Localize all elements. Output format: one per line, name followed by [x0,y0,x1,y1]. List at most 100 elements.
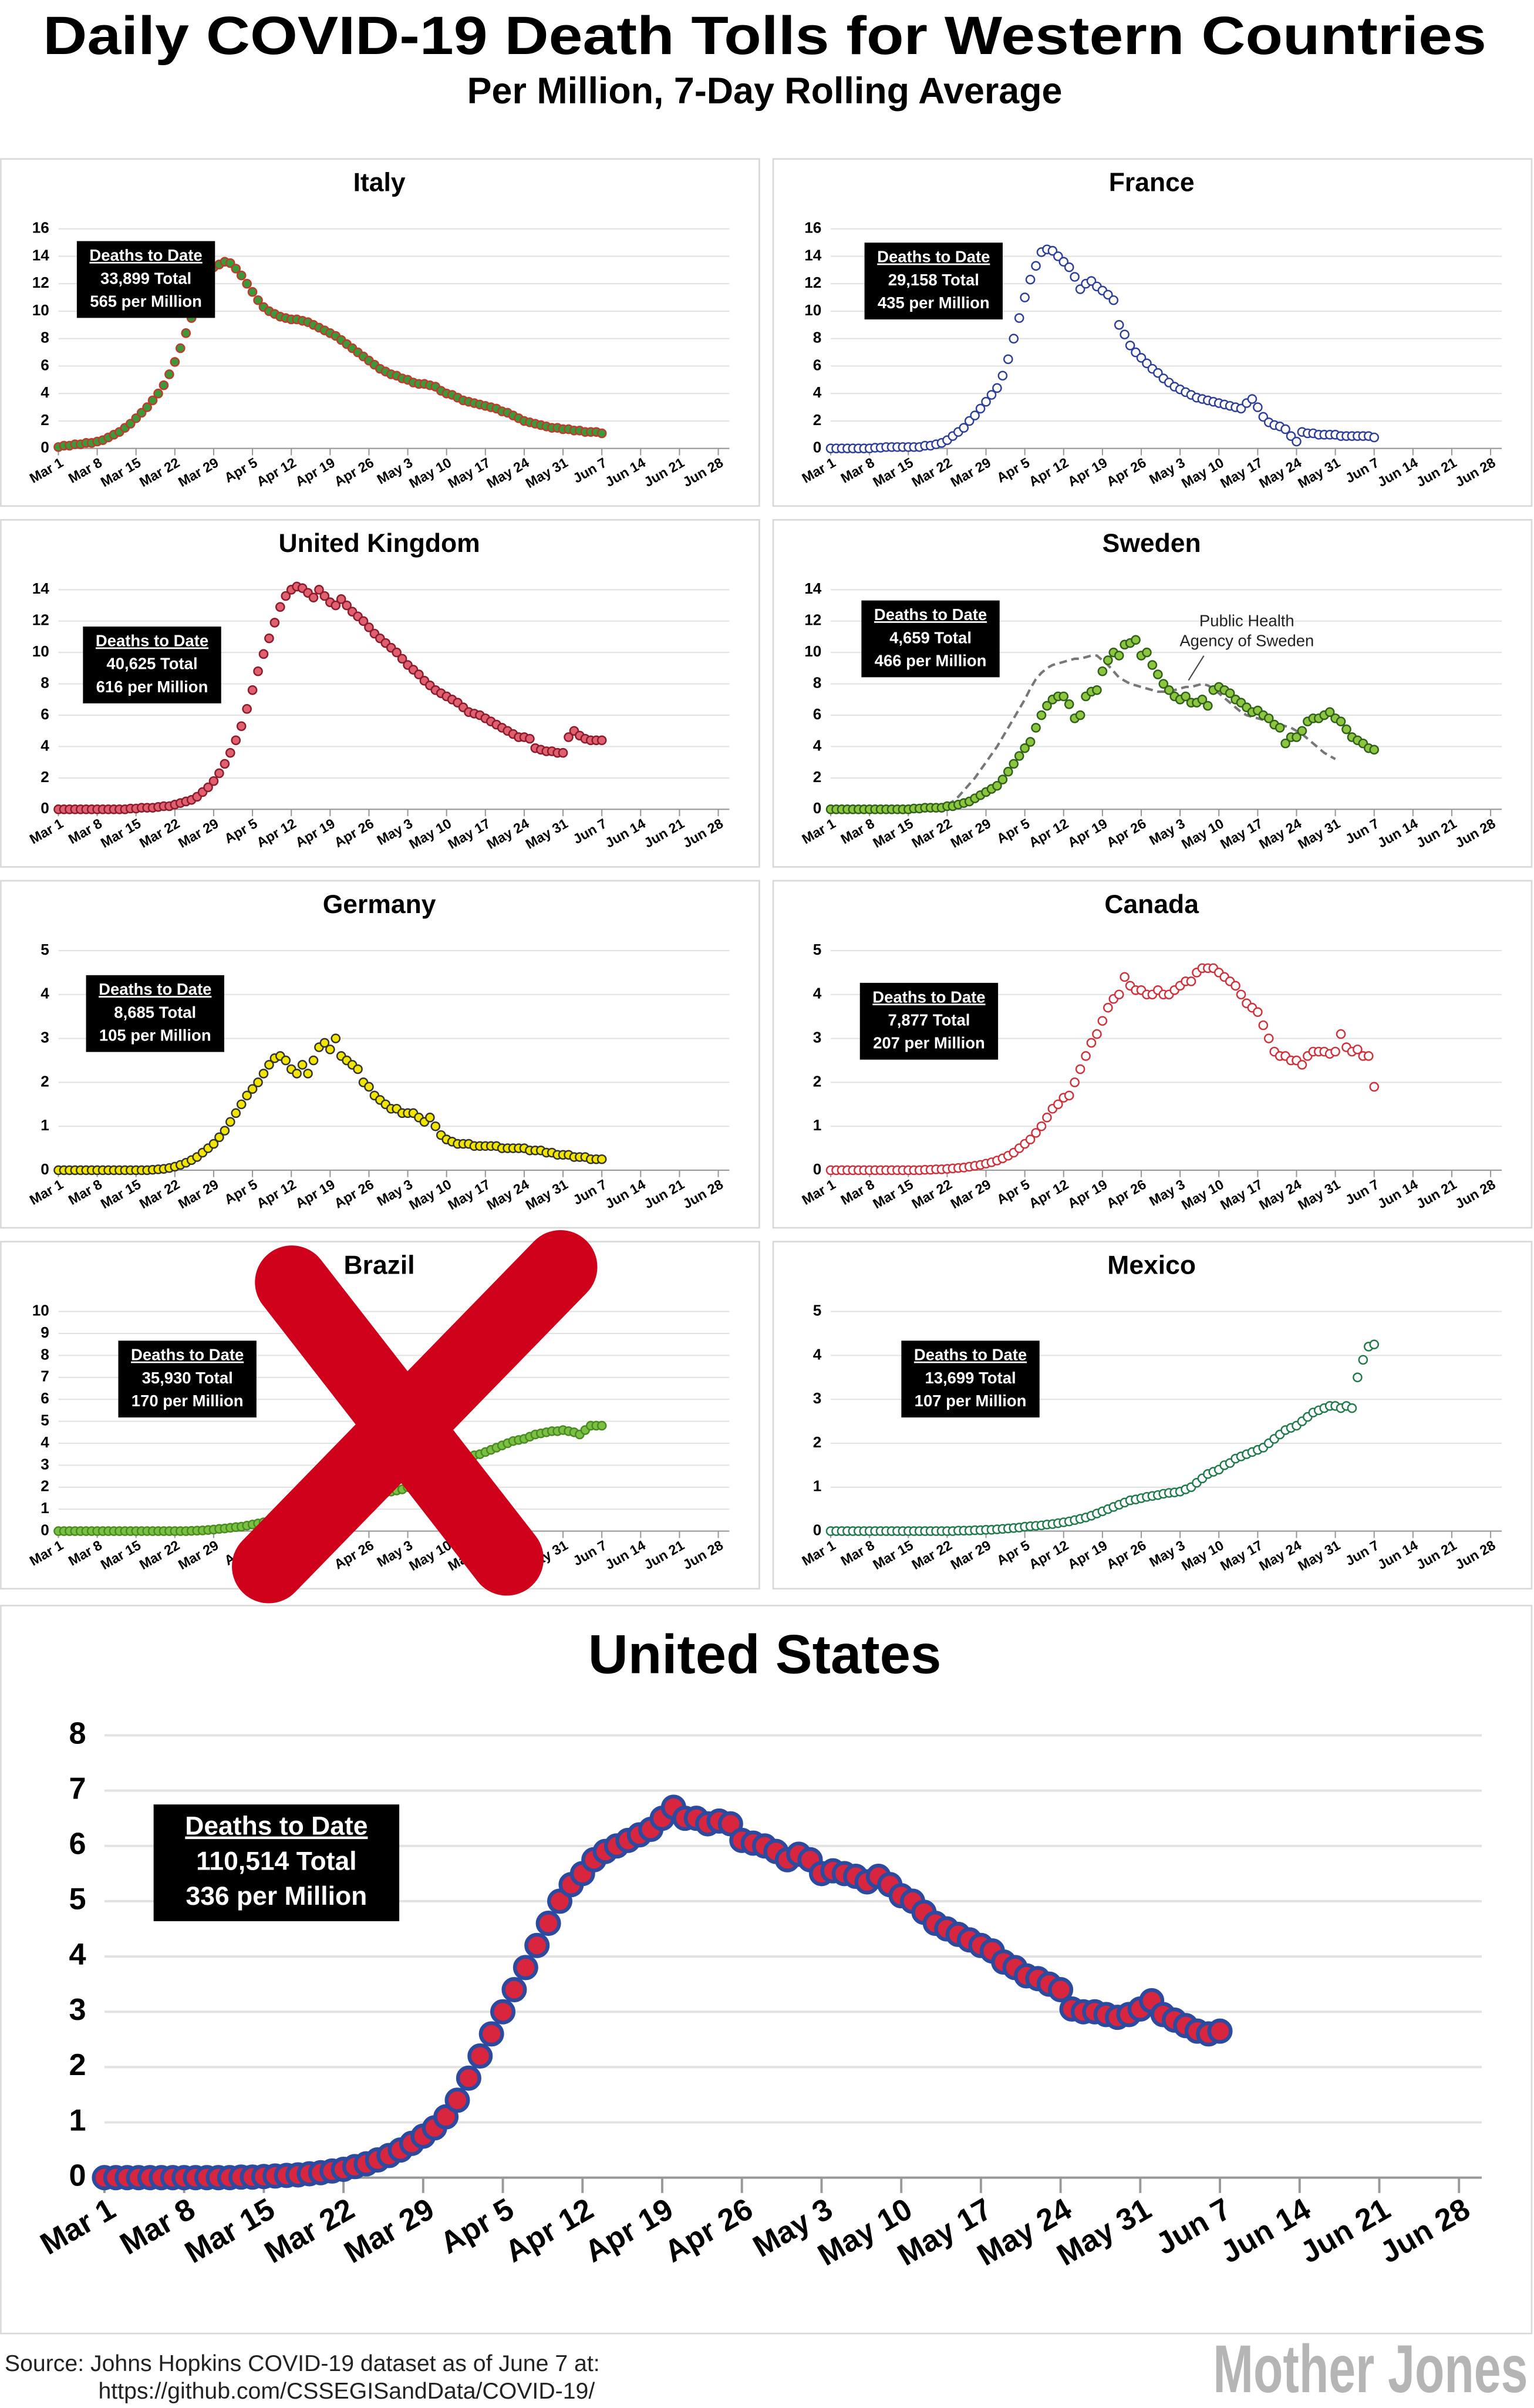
data-point [1369,432,1380,443]
y-tick-label: 6 [41,1389,49,1407]
y-tick-label: 1 [41,1116,49,1134]
data-point [1258,1020,1269,1030]
data-point [1158,679,1169,689]
cross-stroke [232,1230,598,1604]
logo: Mother Jones [1213,2332,1528,2407]
data-point [308,592,319,602]
data-point [1164,685,1174,695]
annotation-text: 35,930 Total [142,1369,233,1387]
data-point [1353,1044,1363,1055]
data-point [1097,666,1108,676]
data-point [1070,1077,1080,1087]
annotation-text: Deaths to Date [872,988,985,1006]
data-point [247,1084,258,1094]
annotation-box [86,975,224,1052]
data-point [253,295,263,305]
data-point [1108,295,1119,305]
data-point [225,747,235,758]
data-point [975,403,986,414]
data-point [1225,688,1235,698]
y-tick-label: 0 [41,439,49,456]
data-point [1275,723,1285,733]
data-point [336,594,346,604]
y-tick-label: 3 [813,1028,822,1046]
overlay [232,1230,598,1604]
data-point [1114,320,1124,330]
data-point [1114,651,1124,661]
panel-border [0,880,760,1229]
annotation-text: 13,699 Total [925,1369,1016,1387]
y-tick-label: 12 [804,274,821,291]
annotation-box [861,600,1000,678]
data-point [242,704,252,714]
data-point [1297,726,1307,736]
data-point [1230,981,1240,991]
data-point [1064,699,1074,709]
y-tick-label: 10 [804,301,821,319]
data-point [1369,745,1380,755]
data-point [596,1154,607,1164]
data-point [275,602,285,612]
panel-border [772,519,1533,868]
data-point [1025,737,1036,747]
data-point [236,721,247,732]
data-point [1286,431,1296,441]
data-point [1042,700,1052,711]
data-point [1086,276,1097,286]
data-point [258,649,269,659]
data-point [1203,700,1213,711]
data-point [1197,695,1208,705]
data-point [1036,710,1047,720]
data-point [247,287,258,297]
data-point [1058,257,1069,267]
y-tick-label: 8 [41,329,49,346]
y-tick-label: 4 [41,985,49,1002]
y-tick-label: 4 [41,736,49,754]
chart-title: Brazil [344,1251,415,1279]
annotation-leader [1188,655,1205,681]
data-point [358,616,369,627]
data-point [208,776,219,786]
data-point [1075,710,1085,720]
y-tick-label: 5 [813,1301,822,1319]
panel-border [0,1605,1533,2335]
data-point [131,413,141,423]
y-tick-label: 14 [804,246,822,264]
data-point [392,647,402,658]
data-point [444,2087,470,2113]
data-point [1025,274,1036,285]
data-point [220,759,230,769]
data-point [175,343,186,353]
annotation-text: Deaths to Date [185,1812,368,1841]
data-point [225,1117,235,1127]
data-point [314,585,324,595]
source-line: https://github.com/CSSEGISandData/COVID-… [98,2378,595,2404]
y-tick-label: 10 [804,642,821,660]
chart-title: Sweden [1103,529,1201,558]
data-point [501,1977,527,2003]
data-point [1297,1060,1307,1070]
annotation-text: 207 per Million [873,1034,985,1052]
data-point [1330,1046,1340,1057]
data-point [992,383,1002,393]
data-point [1047,245,1058,256]
data-point [1142,647,1152,658]
data-point [264,633,274,644]
data-point [425,1112,435,1123]
y-tick-label: 9 [41,1323,49,1341]
data-point [1292,436,1302,447]
data-point [970,410,980,420]
y-tick-label: 16 [804,219,821,237]
annotation-box [864,243,1003,320]
data-point [1280,424,1290,435]
data-point [319,591,330,601]
chart-title: Mexico [1107,1251,1196,1279]
data-point [281,1055,291,1066]
data-point [1053,1099,1063,1110]
annotation-text: 105 per Million [99,1026,211,1045]
data-point [364,622,374,632]
